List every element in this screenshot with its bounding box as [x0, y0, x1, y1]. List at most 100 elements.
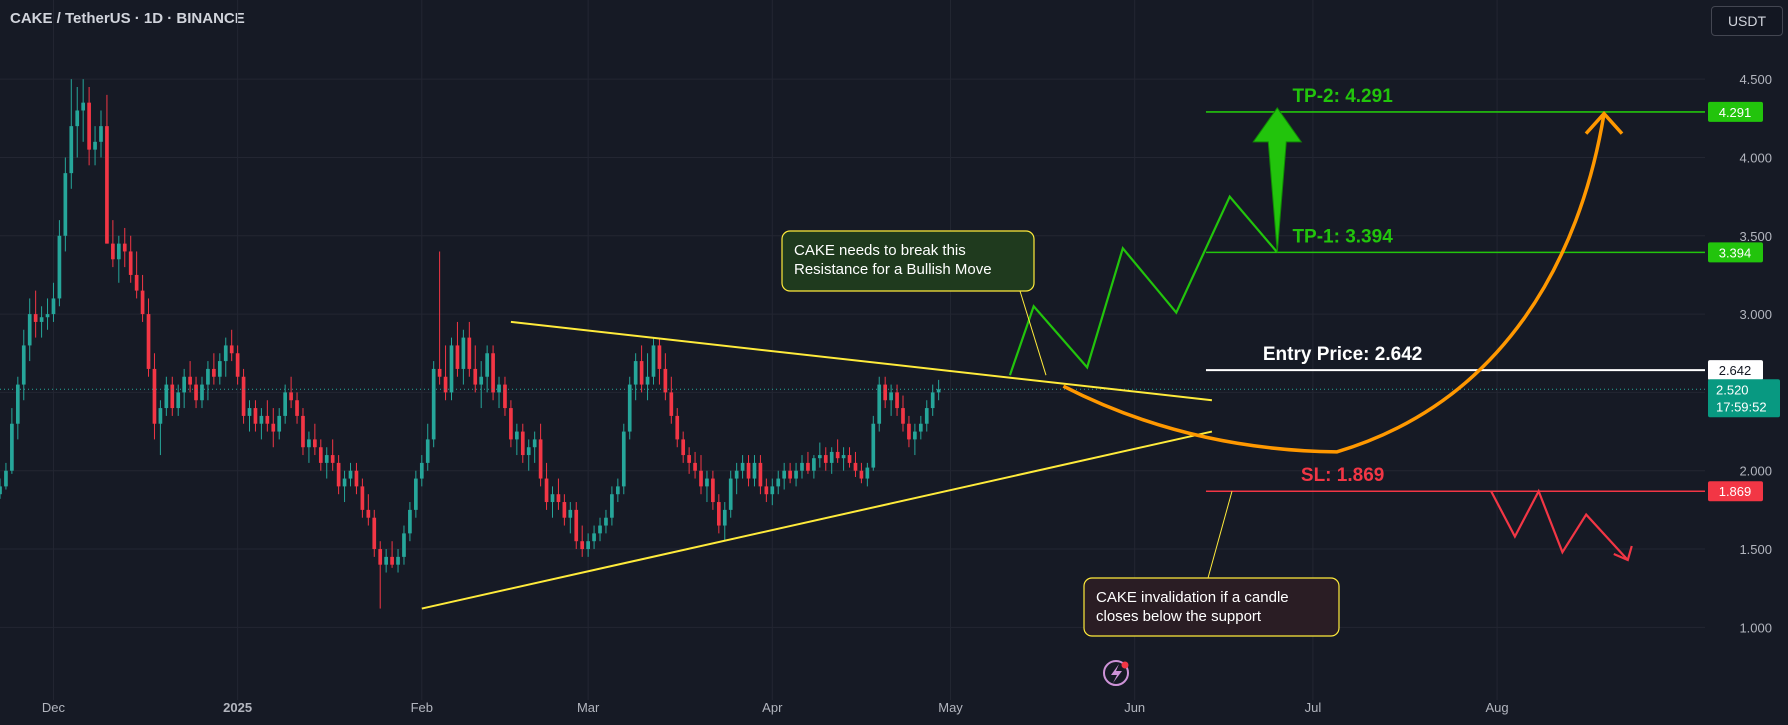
- candle-body: [782, 470, 787, 479]
- candle-body: [627, 384, 632, 432]
- candle-body: [283, 392, 287, 416]
- grid: [0, 0, 1705, 700]
- candle-body: [615, 486, 620, 495]
- candle-body: [188, 376, 192, 385]
- candle-body: [770, 486, 775, 495]
- candle-body: [479, 376, 484, 385]
- x-tick-label: Mar: [577, 700, 600, 715]
- candle-body: [93, 141, 97, 150]
- candle-body: [568, 509, 573, 518]
- candle-body: [128, 251, 133, 275]
- candle-body: [384, 556, 388, 565]
- candle-body: [307, 439, 311, 448]
- x-tick-label: May: [938, 700, 963, 715]
- drawings: TP-2: 4.291 TP-1: 3.394 Entry Price: 2.642…: [0, 86, 1705, 637]
- candle-body: [235, 353, 240, 377]
- candle-body: [348, 470, 353, 479]
- candle-body: [924, 408, 929, 424]
- candle-body: [217, 361, 222, 377]
- current-price-tag: 2.520: [1716, 382, 1749, 397]
- candle-body: [883, 384, 888, 401]
- resistance-note-line: Resistance for a Bullish Move: [794, 261, 992, 278]
- candle-body: [841, 455, 846, 459]
- bearish-projection-path: [1490, 488, 1629, 561]
- candle-body: [604, 517, 608, 526]
- candle-body: [63, 173, 68, 236]
- candle-body: [823, 455, 828, 463]
- candle-body: [253, 408, 258, 424]
- candle-body: [485, 353, 489, 377]
- candle-body: [194, 384, 198, 401]
- candle-body: [467, 337, 472, 369]
- candle-body: [538, 439, 543, 479]
- candle-body: [277, 415, 282, 432]
- candle-body: [57, 235, 62, 299]
- currency-button[interactable]: USDT: [1711, 6, 1783, 36]
- candle-body: [544, 478, 549, 503]
- target-arrow: [1252, 107, 1303, 253]
- price-tag-bg: [1708, 242, 1763, 263]
- x-tick-label: Dec: [42, 700, 66, 715]
- candles: [0, 79, 941, 609]
- candle-body: [711, 478, 715, 503]
- candle-body: [289, 392, 293, 401]
- price-tag-bg: [1708, 101, 1763, 122]
- candle-body: [51, 298, 56, 315]
- x-tick-label: Aug: [1486, 700, 1509, 715]
- candle-body: [509, 408, 513, 440]
- candle-body: [515, 431, 519, 440]
- price-tag-sl: 1.869: [1719, 484, 1752, 499]
- candle-body: [176, 392, 181, 409]
- candle-body: [313, 439, 317, 448]
- candle-body: [645, 376, 650, 385]
- candle-body: [324, 455, 329, 463]
- candle-body: [425, 439, 430, 463]
- candle-body: [259, 415, 264, 424]
- candle-body: [639, 361, 644, 385]
- candle-body: [122, 243, 127, 252]
- candle-body: [895, 392, 899, 409]
- candle-body: [69, 126, 74, 174]
- candle-body: [21, 345, 26, 385]
- candle-body: [414, 478, 418, 510]
- y-tick-label: 3.000: [1739, 307, 1772, 322]
- candle-body: [817, 455, 822, 459]
- candle-body: [657, 345, 662, 369]
- candle-body: [574, 509, 579, 542]
- candle-body: [526, 447, 531, 456]
- candle-body: [621, 431, 626, 487]
- candle-body: [610, 494, 614, 518]
- candle-body: [396, 556, 400, 565]
- candle-body: [901, 408, 905, 424]
- candle-body: [443, 376, 448, 393]
- resistance-note-pointer: [1019, 290, 1047, 376]
- candle-body: [158, 408, 163, 424]
- y-tick-label: 4.500: [1739, 72, 1772, 87]
- candle-body: [663, 368, 668, 393]
- candle-body: [408, 509, 412, 534]
- candle-body: [330, 455, 335, 463]
- candle-body: [722, 509, 727, 526]
- candle-body: [111, 243, 115, 260]
- candle-body: [699, 470, 703, 487]
- candle-body: [865, 467, 870, 479]
- resistance-note-box: [781, 230, 1035, 292]
- candle-body: [116, 243, 121, 260]
- candle-body: [241, 376, 246, 416]
- candle-body: [913, 431, 917, 440]
- candle-body: [75, 110, 80, 127]
- candle-body: [81, 102, 86, 111]
- candle-body: [140, 290, 145, 315]
- candle-body: [170, 384, 175, 409]
- candle-body: [871, 423, 876, 468]
- price-tag-bg: [1708, 481, 1763, 502]
- support-note-pointer: [1207, 491, 1233, 579]
- candle-body: [669, 392, 674, 416]
- candle-body: [473, 368, 478, 385]
- candle-body: [806, 462, 810, 471]
- y-tick-label: 3.500: [1739, 229, 1772, 244]
- candle-body: [45, 314, 50, 318]
- candle-body: [758, 462, 763, 487]
- support-note-line: closes below the support: [1096, 608, 1262, 625]
